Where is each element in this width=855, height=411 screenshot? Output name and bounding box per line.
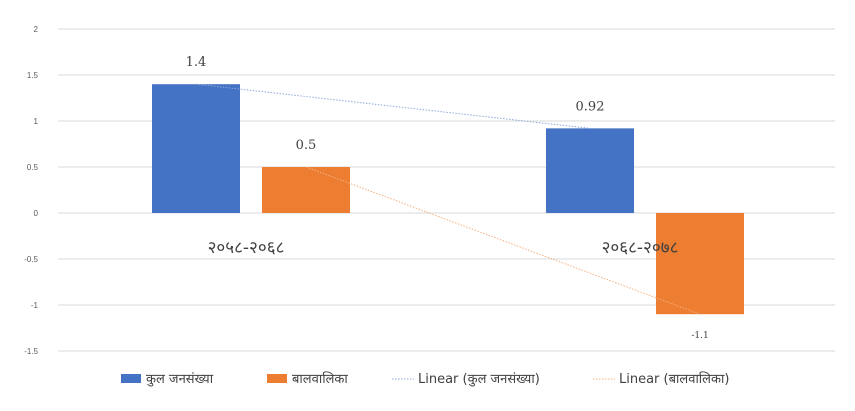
y-axis-ticks: 2 1.5 1 0.5 0 -0.5 -1 -1.5 — [24, 25, 38, 356]
data-label: 1.4 — [186, 55, 207, 70]
legend-swatch — [267, 374, 287, 383]
bar-series0-cat0 — [152, 84, 240, 213]
bar-series1-cat1 — [656, 213, 744, 315]
y-tick-label: -1.5 — [24, 347, 38, 356]
trendlines — [195, 83, 701, 315]
category-label: २०५८-२०६८ — [208, 238, 285, 258]
bars — [152, 84, 744, 315]
y-tick-label: 2 — [34, 25, 39, 34]
y-tick-label: -0.5 — [24, 255, 38, 264]
legend: कुल जनसंख्या बालवालिका Linear (कुल जनसंख्य… — [121, 371, 729, 387]
legend-label: Linear (बालवालिका) — [619, 371, 729, 387]
y-tick-label: 1 — [34, 117, 39, 126]
legend-label: बालवालिका — [292, 371, 348, 387]
data-labels: 1.4 0.92 0.5 -1.1 — [186, 55, 709, 341]
trendline-0 — [195, 83, 591, 129]
legend-label: Linear (कुल जनसंख्या) — [418, 372, 540, 387]
y-tick-label: 0.5 — [27, 163, 39, 172]
data-label: -1.1 — [691, 331, 708, 341]
data-label: 0.92 — [576, 99, 605, 114]
bar-series0-cat1 — [546, 128, 634, 213]
data-label: 0.5 — [296, 138, 317, 153]
category-label: २०६८-२०७८ — [602, 238, 679, 258]
category-labels: २०५८-२०६८ २०६८-२०७८ — [208, 238, 679, 258]
trendline-1 — [305, 166, 701, 315]
y-tick-label: -1 — [31, 301, 39, 310]
y-tick-label: 1.5 — [27, 71, 39, 80]
legend-swatch — [121, 374, 141, 383]
legend-label: कुल जनसंख्या — [146, 372, 214, 387]
y-tick-label: 0 — [34, 209, 39, 218]
bar-series1-cat0 — [262, 167, 350, 213]
